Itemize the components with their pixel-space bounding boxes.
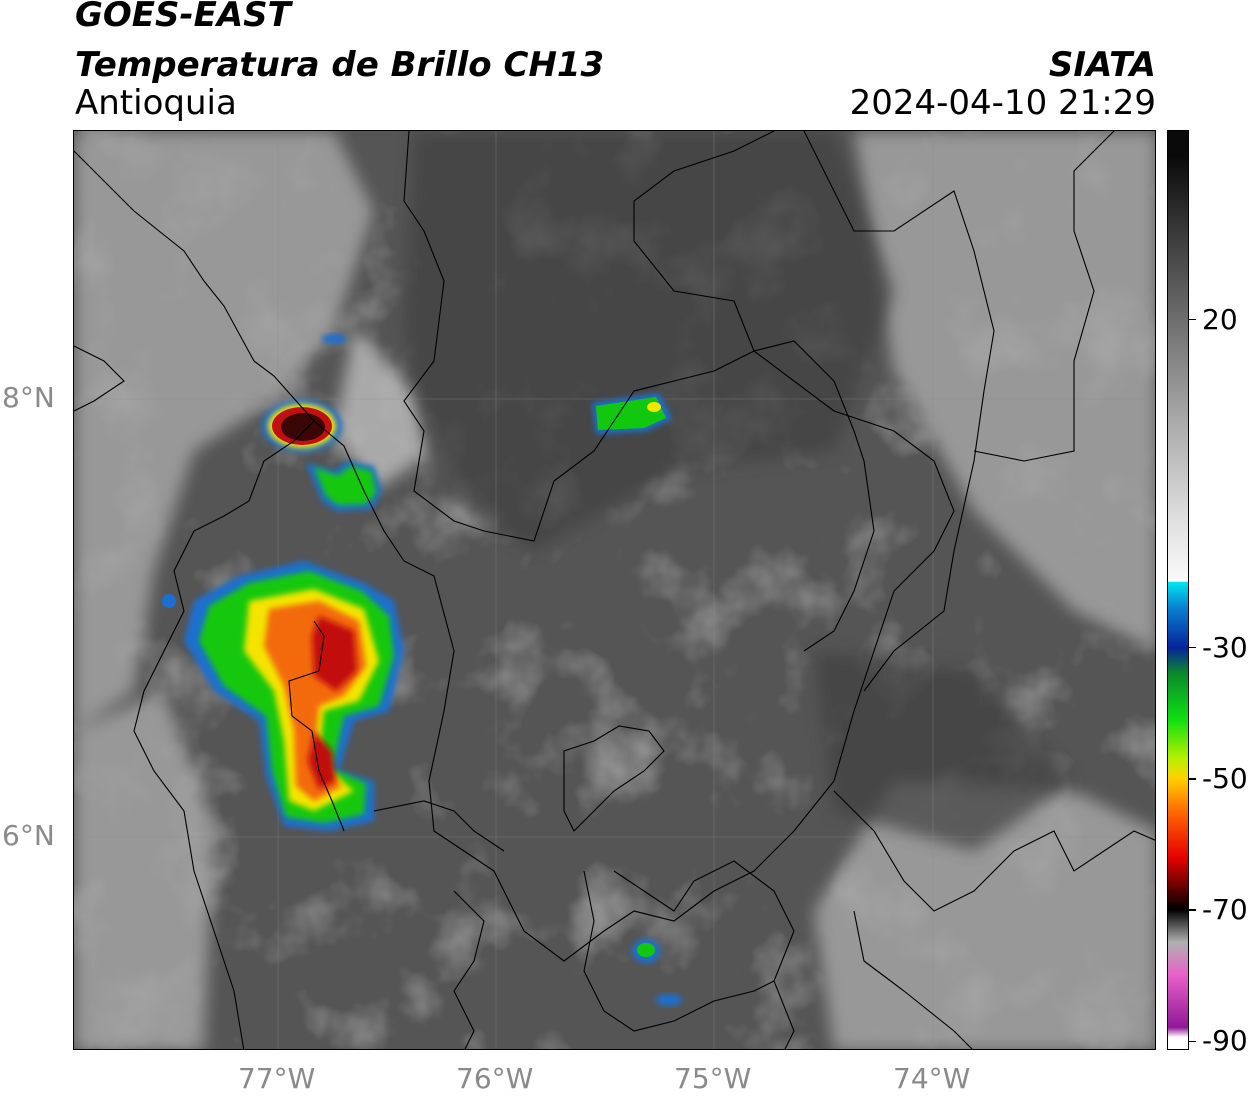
coastline (74, 150, 315, 1049)
colorbar-tick (1189, 1040, 1196, 1043)
lon-label-74w: 74°W (893, 1062, 971, 1095)
colorbar-tick-label: -50 (1202, 761, 1248, 795)
coastline-2 (74, 345, 125, 412)
storm-uraba-north (262, 400, 342, 452)
region-label: Antioquia (75, 83, 237, 123)
east-border (973, 131, 1115, 462)
colorbar-tick-label: -30 (1202, 630, 1248, 664)
medellin-area (563, 725, 665, 832)
timestamp-label: 2024-04-10 21:29 (849, 83, 1156, 123)
gridlines (74, 131, 1155, 1049)
choco-border (373, 800, 505, 852)
santander-border (803, 131, 995, 692)
colorbar-tick (1189, 646, 1196, 649)
lon-label-75w: 75°W (674, 1062, 752, 1095)
political-boundaries (74, 131, 1155, 1049)
east-lower-border (853, 910, 973, 1049)
cloud-background (74, 131, 1155, 1049)
cordoba-border (403, 131, 715, 542)
organization-label: SIATA (1048, 45, 1156, 85)
storm-uraba-south (306, 334, 382, 511)
colorbar (1167, 130, 1189, 1050)
caldas-border (613, 860, 795, 1049)
map-subtitle: Temperatura de Brillo CH13 (75, 45, 605, 85)
lon-label-77w: 77°W (238, 1062, 316, 1095)
boyaca-border (833, 790, 1155, 912)
lon-label-76w: 76°W (456, 1062, 534, 1095)
bolivar-border (713, 340, 875, 652)
risaralda-border (583, 870, 775, 1032)
colorbar-tick-label: -70 (1202, 893, 1248, 927)
map-title: GOES-EAST (75, 0, 291, 35)
colorbar-tick (1189, 909, 1196, 911)
atrato-river (288, 620, 345, 832)
colorbar-tick-label: 20 (1202, 302, 1238, 336)
colorbar-tick (1189, 778, 1196, 780)
satellite-map (73, 130, 1156, 1050)
south-border (453, 890, 485, 1049)
antioquia-border (313, 131, 955, 962)
storm-atrato-large (162, 561, 404, 831)
storm-southwest-small (632, 939, 660, 963)
colorbar-tick (1189, 318, 1196, 321)
lat-label-6n: 6°N (2, 819, 55, 852)
storm-cells (162, 334, 682, 1006)
storm-southwest-tiny (656, 994, 682, 1006)
colorbar-tick-label: -90 (1202, 1024, 1248, 1058)
lat-label-8n: 8°N (2, 381, 55, 414)
